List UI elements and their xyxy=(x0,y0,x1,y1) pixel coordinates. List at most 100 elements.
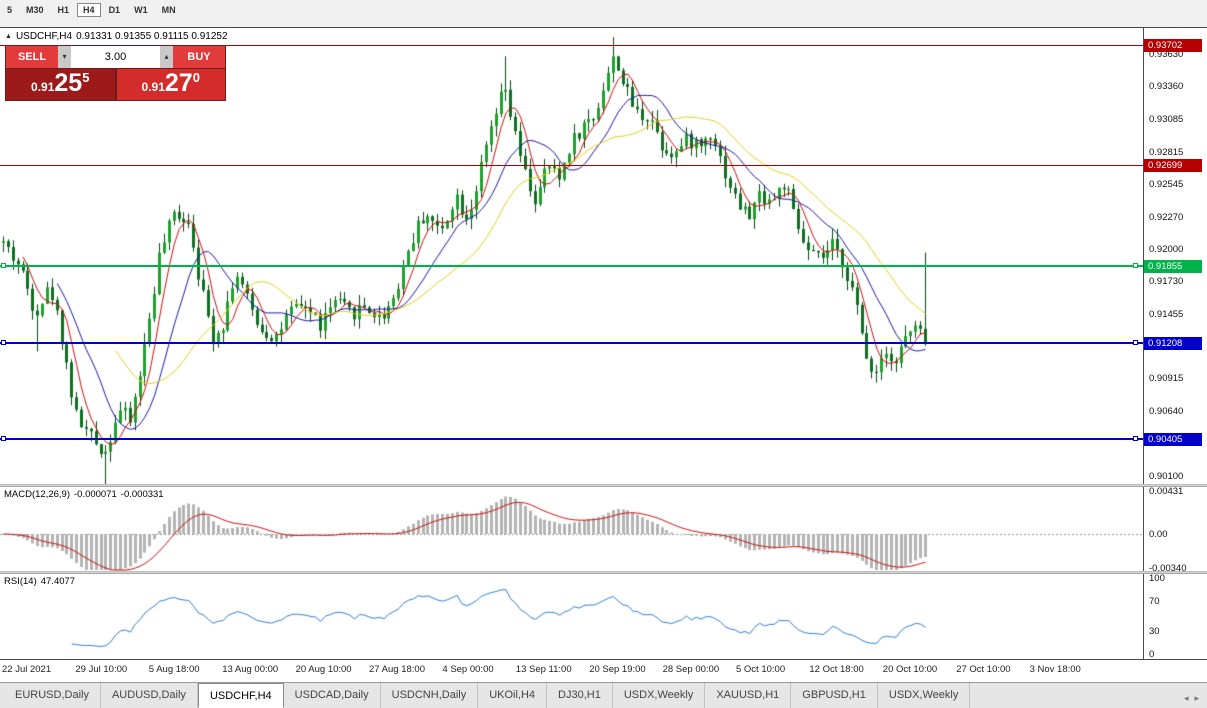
trade-prices-row: 0.91 25 5 0.91 27 0 xyxy=(6,69,225,100)
sell-price-display[interactable]: 0.91 25 5 xyxy=(6,69,115,100)
price-tick: 0.90100 xyxy=(1149,470,1184,482)
price-level-label: 0.90405 xyxy=(1144,432,1202,446)
macd-label: MACD(12,26,9) -0.000071 -0.000331 xyxy=(4,489,164,500)
macd-name: MACD(12,26,9) xyxy=(4,489,70,500)
panel-splitter[interactable] xyxy=(0,484,1207,487)
time-axis[interactable]: 22 Jul 2021 29 Jul 10:00 5 Aug 18:00 13 Aug… xyxy=(0,660,1207,682)
price-tick: 0.92815 xyxy=(1149,146,1184,158)
level-drag-handle[interactable] xyxy=(1,340,6,346)
sell-price-big: 25 xyxy=(54,69,83,97)
price-tick: 0.93630 xyxy=(1149,49,1184,61)
horizontal-level-line[interactable] xyxy=(0,164,1143,166)
buy-button[interactable]: BUY xyxy=(173,46,225,68)
chart-tab-eurusd-daily[interactable]: EURUSD,Daily xyxy=(4,683,101,708)
price-chart-plot[interactable]: ▲ USDCHF,H4 0.91331 0.91355 0.91115 0.91… xyxy=(0,28,1144,484)
time-axis-divider xyxy=(0,659,1207,660)
rsi-tick: 0 xyxy=(1149,649,1155,659)
time-axis-label: 20 Oct 10:00 xyxy=(882,664,938,675)
horizontal-level-line[interactable] xyxy=(0,438,1143,441)
macd-tick: -0.00340 xyxy=(1149,563,1187,571)
tab-scroll-right-icon[interactable]: ▸ xyxy=(1194,693,1199,703)
horizontal-level-line[interactable] xyxy=(0,342,1143,345)
time-axis-label: 28 Sep 00:00 xyxy=(662,664,720,675)
horizontal-level-line[interactable] xyxy=(0,265,1143,268)
chart-tab-usdchf-h4[interactable]: USDCHF,H4 xyxy=(197,683,284,708)
time-axis-label: 27 Aug 18:00 xyxy=(369,664,425,675)
time-axis-label: 29 Jul 10:00 xyxy=(75,664,128,675)
volume-decrease-button[interactable]: ▾ xyxy=(58,46,71,68)
chart-symbol: USDCHF,H4 xyxy=(15,31,73,42)
rsi-plot[interactable]: RSI(14) 47.4077 xyxy=(0,574,1144,659)
panel-splitter[interactable] xyxy=(0,571,1207,574)
level-drag-handle[interactable] xyxy=(1133,263,1138,269)
time-axis-label: 27 Oct 10:00 xyxy=(956,664,1011,675)
price-tick: 0.93360 xyxy=(1149,81,1184,93)
rsi-name: RSI(14) xyxy=(4,576,37,587)
macd-panel-row: MACD(12,26,9) -0.000071 -0.000331 0.0043… xyxy=(0,487,1207,571)
time-axis-label: 5 Oct 10:00 xyxy=(736,664,786,675)
tab-scroll-left-icon[interactable]: ◂ xyxy=(1183,693,1189,703)
one-click-toggle-icon[interactable]: ▲ xyxy=(5,33,12,40)
sell-button[interactable]: SELL xyxy=(6,46,58,68)
chart-area: ▲ USDCHF,H4 0.91331 0.91355 0.91115 0.91… xyxy=(0,28,1207,682)
timeframe-button-W1[interactable]: W1 xyxy=(134,5,148,15)
volume-increase-button[interactable]: ▴ xyxy=(160,46,173,68)
chart-tab-audusd-daily[interactable]: AUDUSD,Daily xyxy=(101,683,198,708)
price-tick: 0.92000 xyxy=(1149,243,1184,255)
chart-tab-xauusd-h1[interactable]: XAUUSD,H1 xyxy=(705,683,792,708)
macd-signal-value: -0.000331 xyxy=(120,489,164,500)
price-scale[interactable]: 0.93630 0.93360 0.93085 0.92815 0.92545 0.922… xyxy=(1144,28,1207,484)
price-tick: 0.92270 xyxy=(1149,211,1184,223)
volume-input[interactable] xyxy=(71,46,160,68)
level-drag-handle[interactable] xyxy=(1,263,6,269)
price-tick: 0.90640 xyxy=(1149,406,1184,418)
timeframe-button-MN[interactable]: MN xyxy=(161,5,176,15)
chart-tab-bar: EURUSD,Daily AUDUSD,Daily USDCHF,H4 USDCAD,… xyxy=(0,682,1207,708)
buy-price-prefix: 0.91 xyxy=(141,80,165,94)
rsi-panel-row: RSI(14) 47.4077 100 70 30 0 xyxy=(0,574,1207,659)
level-drag-handle[interactable] xyxy=(1133,436,1138,442)
time-axis-label: 20 Sep 19:00 xyxy=(589,664,646,675)
one-click-trading-panel: SELL ▾ ▴ BUY 0.91 25 5 0.91 xyxy=(5,45,226,101)
chart-tab-usdx-weekly[interactable]: USDX,Weekly xyxy=(613,683,706,708)
price-chart-row: ▲ USDCHF,H4 0.91331 0.91355 0.91115 0.91… xyxy=(0,28,1207,484)
macd-main-value: -0.000071 xyxy=(74,489,117,500)
sell-price-sup: 5 xyxy=(82,70,90,85)
chart-ohlc: 0.91331 0.91355 0.91115 0.91252 xyxy=(76,31,228,42)
timeframe-button-D1[interactable]: D1 xyxy=(108,5,121,15)
macd-plot[interactable]: MACD(12,26,9) -0.000071 -0.000331 xyxy=(0,487,1144,571)
price-tick: 0.90915 xyxy=(1149,373,1184,385)
level-drag-handle[interactable] xyxy=(1133,340,1138,346)
timeframe-button-H4[interactable]: H4 xyxy=(77,3,101,17)
macd-scale[interactable]: 0.00431 0.00 -0.00340 xyxy=(1144,487,1207,571)
macd-tick: 0.00 xyxy=(1149,529,1168,540)
chart-tab-usdx-weekly[interactable]: USDX,Weekly xyxy=(878,683,971,708)
rsi-tick: 100 xyxy=(1149,574,1165,584)
time-axis-label: 20 Aug 10:00 xyxy=(295,664,352,675)
chart-tab-usdcnh-daily[interactable]: USDCNH,Daily xyxy=(381,683,479,708)
timeframe-button-M30[interactable]: M30 xyxy=(26,5,44,15)
chart-tab-ukoil-h4[interactable]: UKOil,H4 xyxy=(478,683,548,708)
price-chart-canvas[interactable] xyxy=(0,28,1143,484)
price-level-label: 0.91208 xyxy=(1144,336,1202,350)
macd-canvas[interactable] xyxy=(0,487,1143,571)
timeframe-button-H1[interactable]: H1 xyxy=(57,5,70,15)
rsi-canvas[interactable] xyxy=(0,574,1143,659)
rsi-label: RSI(14) 47.4077 xyxy=(4,576,75,587)
price-tick: 0.92545 xyxy=(1149,178,1184,190)
buy-price-display[interactable]: 0.91 27 0 xyxy=(116,69,225,100)
price-tick: 0.91455 xyxy=(1149,308,1184,320)
chart-tab-usdcad-daily[interactable]: USDCAD,Daily xyxy=(284,683,381,708)
rsi-scale[interactable]: 100 70 30 0 xyxy=(1144,574,1207,659)
price-level-label: 0.92699 xyxy=(1144,158,1202,172)
rsi-tick: 30 xyxy=(1149,626,1160,638)
chart-tab-dj30-h1[interactable]: DJ30,H1 xyxy=(547,683,613,708)
buy-price-sup: 0 xyxy=(192,70,200,85)
tab-scroll-controls: ◂ ▸ xyxy=(1184,693,1207,708)
time-axis-label: 13 Sep 11:00 xyxy=(515,664,572,675)
chart-tab-gbpusd-h1[interactable]: GBPUSD,H1 xyxy=(791,683,878,708)
timeframe-button-5[interactable]: 5 xyxy=(7,5,13,15)
horizontal-level-line[interactable] xyxy=(0,45,1143,47)
level-drag-handle[interactable] xyxy=(1,436,6,442)
